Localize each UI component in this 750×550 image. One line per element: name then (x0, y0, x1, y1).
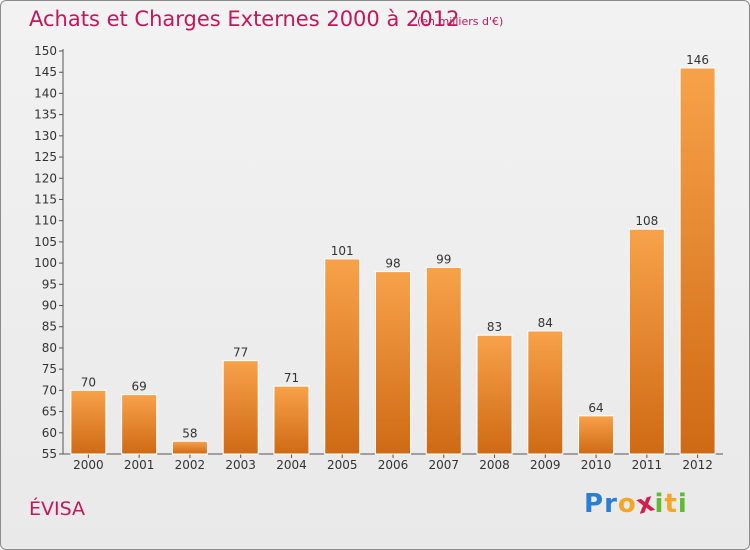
y-tick-label: 140 (34, 86, 57, 100)
x-tick-label: 2002 (175, 458, 206, 472)
logo-letter: r (604, 489, 618, 519)
logo-letter: i (677, 489, 688, 519)
y-tick-label: 80 (42, 341, 57, 355)
chart-subtitle: (en milliers d'€) (417, 15, 504, 28)
bar (121, 394, 158, 455)
x-tick-label: 2012 (682, 458, 713, 472)
proxiti-logo: Proxiti (584, 487, 688, 521)
bar-value-label: 69 (132, 380, 147, 394)
x-tick-label: 2008 (479, 458, 510, 472)
y-tick-label: 150 (34, 44, 57, 58)
bar (527, 330, 564, 455)
y-tick-label: 90 (42, 299, 57, 313)
bar-value-label: 99 (436, 252, 451, 266)
bar (628, 228, 665, 455)
bar-value-label: 108 (635, 214, 658, 228)
x-tick-label: 2010 (581, 458, 612, 472)
y-tick-label: 100 (34, 256, 57, 270)
city-name: ÉVISA (29, 498, 86, 520)
y-tick-label: 60 (42, 426, 57, 440)
bar-value-label: 101 (331, 244, 354, 258)
bar (679, 67, 716, 455)
x-tick-label: 2006 (378, 458, 409, 472)
bar (476, 334, 513, 455)
bar-value-label: 64 (588, 401, 603, 415)
bar (324, 258, 361, 455)
x-tick-label: 2001 (124, 458, 155, 472)
logo-letter: o (617, 489, 637, 519)
y-tick-label: 110 (34, 214, 57, 228)
y-tick-label: 130 (34, 129, 57, 143)
y-tick-label: 65 (42, 405, 57, 419)
y-tick-label: 105 (34, 235, 57, 249)
bar-value-label: 70 (81, 375, 96, 389)
bar (222, 360, 259, 455)
y-tick-label: 120 (34, 171, 57, 185)
y-tick-label: 115 (34, 192, 57, 206)
y-tick-label: 95 (42, 277, 57, 291)
y-tick-label: 135 (34, 108, 57, 122)
bar-value-label: 71 (284, 371, 299, 385)
bar (375, 271, 411, 455)
x-tick-label: 2009 (530, 458, 561, 472)
bar-value-label: 83 (487, 320, 502, 334)
logo-letter: i (654, 489, 665, 519)
y-tick-label: 145 (34, 65, 57, 79)
logo-letter: P (584, 489, 605, 519)
logo-letter: t (664, 489, 678, 519)
bar (70, 389, 107, 455)
bar-value-label: 146 (686, 53, 709, 67)
bar-value-label: 77 (233, 346, 248, 360)
y-tick-label: 85 (42, 320, 57, 334)
x-tick-label: 2004 (276, 458, 307, 472)
y-tick-label: 55 (42, 447, 57, 461)
x-tick-label: 2007 (428, 458, 459, 472)
bar (425, 266, 462, 455)
bar-value-label: 58 (182, 426, 197, 440)
bar (273, 385, 310, 455)
bar-value-label: 98 (385, 257, 400, 271)
bar-value-label: 84 (538, 316, 553, 330)
chart-title: Achats et Charges Externes 2000 à 2012 (29, 7, 460, 31)
x-tick-label: 2003 (225, 458, 256, 472)
y-tick-label: 70 (42, 383, 57, 397)
x-tick-label: 2000 (73, 458, 104, 472)
y-tick-label: 125 (34, 150, 57, 164)
bar (578, 415, 615, 455)
bar (171, 440, 208, 455)
x-tick-label: 2005 (327, 458, 358, 472)
x-tick-label: 2011 (632, 458, 663, 472)
y-tick-label: 75 (42, 362, 57, 376)
